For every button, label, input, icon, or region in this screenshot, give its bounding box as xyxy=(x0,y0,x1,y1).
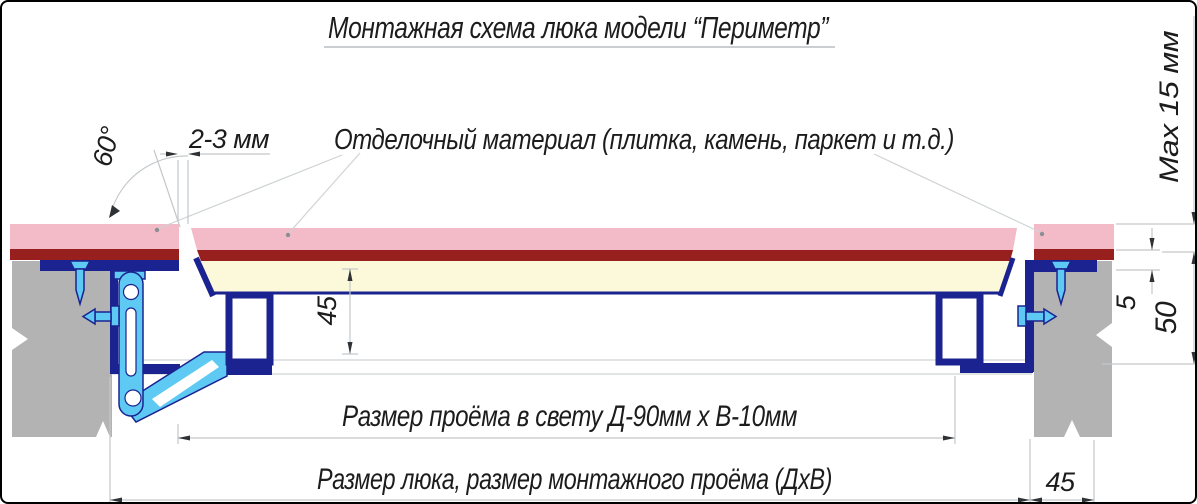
wall-flange-dimension xyxy=(1030,440,1095,502)
screw-head xyxy=(1049,260,1073,270)
callout-finishing-material: Отделочный материал (плитка, камень, пар… xyxy=(334,124,954,156)
screw-flange xyxy=(110,305,120,327)
drawing-title: Монтажная схема люка модели “Периметр” xyxy=(328,10,830,45)
screw-shaft xyxy=(1025,311,1045,322)
screw-flange xyxy=(1017,305,1027,327)
screw-right-horizontal xyxy=(1017,305,1058,327)
max-thickness-label: Max 15 мм xyxy=(1154,31,1184,183)
door-tube-left xyxy=(225,291,274,366)
max-thickness-dimension xyxy=(1116,16,1195,225)
right-wall-bottom-break-mark xyxy=(1064,420,1080,437)
hinge-hole-top xyxy=(122,283,140,301)
adhesive-fixed-right xyxy=(1034,249,1114,260)
frame-depth-dimension xyxy=(1102,251,1195,365)
right-wall-break-mark xyxy=(1096,323,1112,347)
hinge-hole-bottom xyxy=(124,389,142,407)
gap-width-label: 2-3 мм xyxy=(188,124,269,154)
finishing-material-leaders xyxy=(154,152,1045,238)
hinge-slot xyxy=(125,307,137,377)
tile-door xyxy=(191,228,1017,250)
adhesive-thickness-label: 5 xyxy=(1111,294,1141,310)
right-wall-top-strip xyxy=(1097,261,1112,272)
screw-shaft xyxy=(75,268,85,307)
door-tube-right xyxy=(935,291,984,366)
door-pan-left-edge xyxy=(193,256,216,298)
section-solids xyxy=(10,224,1114,437)
annotation-linework xyxy=(109,16,1195,502)
hinge-arm-slot xyxy=(152,360,219,407)
frame-right-bottom-flange xyxy=(960,363,1033,373)
adhesive-door xyxy=(197,250,1013,261)
adhesive-fixed-left xyxy=(10,249,179,260)
frame-depth-label: 50 xyxy=(1150,301,1183,334)
leader-dot xyxy=(1039,231,1045,237)
wall-flange-label: 45 xyxy=(1045,467,1076,497)
tile-fixed-right xyxy=(1034,224,1114,249)
frame-left-top-flange xyxy=(40,260,179,271)
adhesive-dimension xyxy=(1116,228,1160,294)
screw-left-vertical xyxy=(68,260,92,307)
angle-arc xyxy=(110,155,189,214)
leader-dot xyxy=(154,227,160,233)
clear-opening-dimension xyxy=(177,376,956,444)
bevel-extension-line xyxy=(153,149,181,228)
filler-panel xyxy=(202,261,1010,294)
screw-right-vertical xyxy=(1049,260,1073,307)
left-wall-break-mark xyxy=(12,328,28,350)
hatch-size-label: Размер люка, размер монтажного проёма (Д… xyxy=(317,463,832,496)
screw-head xyxy=(68,260,92,270)
leader-dot xyxy=(285,232,291,238)
frame-height-label: 45 xyxy=(312,295,342,326)
left-wall-top-strip xyxy=(12,261,40,271)
frame-height-dimension xyxy=(342,268,358,355)
left-wall xyxy=(12,268,112,437)
right-wall xyxy=(1034,270,1112,437)
gap-dimension xyxy=(160,151,270,224)
annotation-text: Монтажная схема люка модели “Периметр” О… xyxy=(87,10,1184,497)
angle-arrow xyxy=(109,205,120,218)
screw-left-horizontal xyxy=(81,305,120,327)
screw-shaft xyxy=(94,311,112,322)
hatch-size-dimension xyxy=(109,377,1031,502)
tile-fixed-left xyxy=(10,224,179,249)
bevel-angle-label: 60° xyxy=(87,123,126,169)
screw-shaft xyxy=(1056,268,1066,307)
bevel-angle-dimension xyxy=(109,149,189,228)
clear-opening-label: Размер проёма в свету Д-90мм х В-10мм xyxy=(342,400,797,433)
hinge-assembly xyxy=(113,270,228,423)
left-wall-bottom-break-mark xyxy=(96,421,110,437)
screw-tip xyxy=(1043,307,1058,326)
door-pan-right-edge xyxy=(997,257,1016,297)
screw-tip xyxy=(81,307,96,326)
frame-left-bottom-flange xyxy=(110,364,180,374)
